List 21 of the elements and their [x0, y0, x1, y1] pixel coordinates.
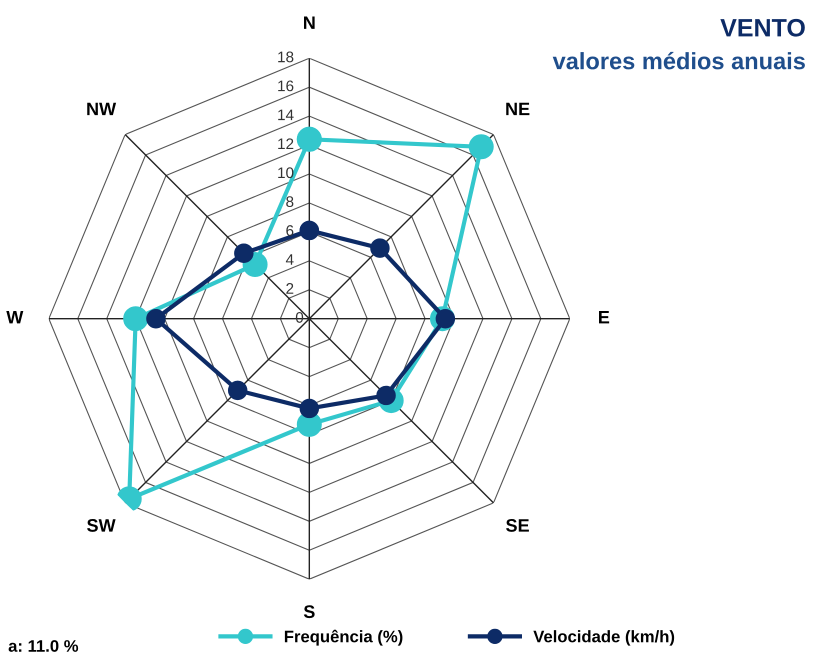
y-tick-label: 6: [286, 225, 294, 236]
spoke-label: SE: [506, 519, 529, 532]
y-tick-label: 2: [286, 283, 294, 294]
y-tick-label: 16: [278, 80, 294, 92]
spoke-label: N: [304, 16, 315, 29]
y-tick-label: 12: [278, 138, 294, 150]
y-tick-label: 8: [286, 196, 294, 208]
spoke-label: NW: [87, 102, 116, 116]
y-tick-label: 4: [286, 254, 294, 265]
spoke-label: NE: [506, 102, 530, 116]
legend-label: Frequência (%): [284, 630, 402, 646]
spoke-label: S: [304, 605, 315, 618]
text: a: 11.0 %: [8, 640, 78, 652]
text: valores médios anuais: [552, 52, 805, 70]
text: VENTO: [720, 18, 805, 37]
spoke-label: W: [6, 310, 24, 324]
y-tick-label: 14: [278, 110, 294, 120]
spoke-label: SW: [87, 519, 116, 532]
legend-label: Velocidade (km/h): [533, 630, 674, 646]
y-tick-label: 18: [278, 52, 294, 62]
spoke-label: E: [599, 310, 610, 324]
